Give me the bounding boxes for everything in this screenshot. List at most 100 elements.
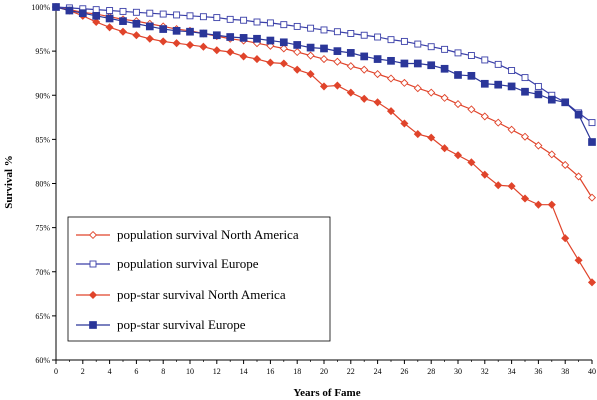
data-point bbox=[307, 24, 315, 32]
data-point bbox=[346, 88, 355, 97]
data-point bbox=[521, 87, 529, 96]
data-point bbox=[400, 78, 409, 87]
data-point bbox=[105, 14, 114, 23]
data-point bbox=[534, 82, 542, 90]
data-point bbox=[507, 182, 516, 191]
data-point bbox=[333, 47, 342, 55]
data-point bbox=[226, 15, 234, 23]
data-point bbox=[454, 49, 462, 57]
legend-marker bbox=[88, 230, 98, 240]
x-tick-label: 20 bbox=[320, 367, 328, 376]
data-point bbox=[266, 19, 274, 27]
data-point bbox=[453, 151, 463, 160]
data-point bbox=[467, 105, 476, 114]
x-tick-label: 2 bbox=[81, 367, 85, 376]
data-point bbox=[279, 44, 288, 53]
x-tick-label: 0 bbox=[54, 367, 58, 376]
data-point bbox=[212, 46, 221, 55]
data-point bbox=[494, 118, 503, 127]
data-point bbox=[118, 27, 128, 36]
data-point bbox=[467, 71, 476, 80]
data-point bbox=[306, 43, 315, 52]
x-tick-label: 16 bbox=[266, 367, 274, 376]
data-point bbox=[494, 181, 503, 190]
data-point bbox=[360, 52, 369, 61]
data-point bbox=[78, 9, 87, 18]
data-point bbox=[347, 30, 355, 37]
x-axis-title: Years of Fame bbox=[293, 387, 360, 399]
legend-marker bbox=[89, 260, 97, 268]
data-point bbox=[253, 18, 261, 26]
x-tick-label: 28 bbox=[427, 367, 435, 376]
x-tick-label: 34 bbox=[508, 367, 516, 376]
legend-box bbox=[67, 216, 331, 342]
data-point bbox=[480, 170, 489, 179]
data-point bbox=[588, 119, 596, 127]
data-point bbox=[132, 31, 141, 40]
data-point bbox=[92, 11, 101, 20]
data-point bbox=[106, 7, 114, 14]
data-point bbox=[400, 37, 408, 45]
data-point bbox=[132, 19, 141, 28]
data-point bbox=[52, 3, 60, 11]
x-tick-label: 6 bbox=[134, 367, 138, 376]
data-point bbox=[293, 47, 302, 57]
x-tick-label: 40 bbox=[588, 367, 596, 376]
data-point bbox=[92, 17, 101, 27]
data-point bbox=[547, 95, 556, 104]
data-point bbox=[185, 40, 195, 49]
data-point bbox=[346, 62, 355, 71]
data-point bbox=[467, 52, 475, 59]
data-point bbox=[320, 26, 328, 34]
data-point bbox=[279, 59, 288, 68]
data-point bbox=[293, 41, 302, 49]
legend-marker bbox=[89, 321, 97, 329]
y-tick-label: 75% bbox=[35, 224, 50, 233]
legend-marker bbox=[88, 290, 98, 300]
data-point bbox=[119, 17, 127, 25]
x-tick-label: 14 bbox=[240, 367, 248, 376]
data-point bbox=[534, 141, 543, 150]
y-axis-title: Survival % bbox=[3, 155, 15, 208]
series-2 bbox=[52, 3, 596, 127]
data-point bbox=[199, 29, 208, 38]
data-point bbox=[92, 6, 100, 14]
data-point bbox=[360, 94, 369, 103]
data-point bbox=[440, 64, 449, 73]
x-tick-label: 12 bbox=[213, 367, 221, 376]
data-point bbox=[320, 44, 328, 53]
y-tick-label: 90% bbox=[35, 91, 50, 100]
data-point bbox=[441, 45, 449, 53]
y-tick-label: 65% bbox=[35, 312, 50, 321]
data-point bbox=[427, 133, 436, 142]
data-point bbox=[226, 47, 235, 57]
y-ticks: 60% 65% 70% 75% 80% 85% 90% 95% 100% bbox=[31, 3, 56, 365]
data-point bbox=[252, 55, 262, 64]
data-point bbox=[105, 23, 114, 32]
data-point bbox=[199, 42, 208, 51]
data-point bbox=[467, 158, 476, 167]
data-point bbox=[534, 90, 543, 99]
data-point bbox=[145, 34, 154, 43]
data-point bbox=[293, 65, 302, 74]
data-point bbox=[427, 61, 436, 70]
legend-label: population survival Europe bbox=[117, 256, 259, 271]
data-point bbox=[239, 34, 248, 42]
x-tick-label: 22 bbox=[347, 367, 355, 376]
legend-label: pop-star survival North America bbox=[117, 287, 286, 302]
data-point bbox=[360, 31, 368, 39]
data-point bbox=[587, 278, 597, 287]
data-point bbox=[213, 14, 221, 22]
data-point bbox=[494, 80, 503, 89]
y-tick-label: 95% bbox=[35, 47, 50, 56]
data-point bbox=[387, 56, 395, 65]
data-point bbox=[547, 150, 556, 159]
legend: population survival North America populat… bbox=[67, 216, 331, 342]
data-point bbox=[521, 74, 529, 82]
data-point bbox=[534, 200, 543, 209]
data-point bbox=[226, 33, 235, 41]
data-point bbox=[253, 34, 261, 43]
data-point bbox=[306, 70, 315, 79]
data-point bbox=[186, 12, 194, 20]
data-point bbox=[440, 144, 449, 153]
